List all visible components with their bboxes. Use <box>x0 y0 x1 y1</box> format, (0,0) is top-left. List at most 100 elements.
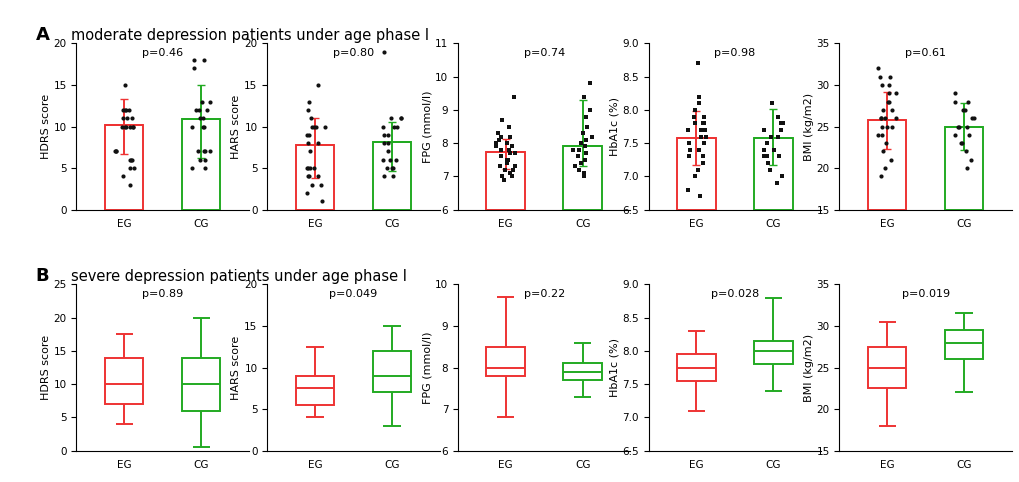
Point <box>577 149 593 157</box>
Point <box>195 123 211 131</box>
Point <box>183 123 200 131</box>
Point <box>506 162 523 170</box>
Text: p=0.049: p=0.049 <box>329 289 377 299</box>
Point <box>501 169 518 177</box>
Point <box>685 113 701 120</box>
Point <box>199 106 215 114</box>
Point <box>576 143 592 150</box>
Point <box>950 122 966 130</box>
Point <box>504 166 521 174</box>
Point <box>956 106 972 114</box>
Point <box>192 114 208 122</box>
Point <box>115 173 131 180</box>
Bar <box>181 358 220 411</box>
Point <box>499 156 516 164</box>
Point <box>774 120 791 127</box>
Point <box>694 159 710 167</box>
Point <box>878 122 895 130</box>
Point <box>574 129 590 137</box>
Point <box>393 114 410 122</box>
Point <box>299 189 315 197</box>
Bar <box>753 341 792 364</box>
Point <box>498 159 515 167</box>
Point <box>107 147 123 155</box>
Point <box>680 126 696 134</box>
Bar <box>944 127 982 210</box>
Y-axis label: HbA1c (%): HbA1c (%) <box>609 97 619 156</box>
Point <box>501 149 518 157</box>
Point <box>487 139 503 147</box>
Bar <box>372 142 411 210</box>
Point <box>304 123 320 131</box>
Point <box>771 126 788 134</box>
Point <box>490 129 506 137</box>
Y-axis label: HbA1c (%): HbA1c (%) <box>609 338 619 397</box>
Point <box>310 173 326 180</box>
Point <box>500 146 517 154</box>
Point <box>106 147 122 155</box>
Point <box>123 114 140 122</box>
Point <box>491 162 507 170</box>
Point <box>306 123 322 131</box>
Bar <box>296 145 334 210</box>
Point <box>696 126 712 134</box>
Point <box>947 98 963 106</box>
Point <box>184 164 201 172</box>
Point <box>196 164 212 172</box>
Text: p=0.46: p=0.46 <box>142 48 183 58</box>
Point <box>376 139 392 147</box>
Point <box>696 113 712 120</box>
Point <box>121 123 138 131</box>
Point <box>302 164 318 172</box>
Point <box>192 106 208 114</box>
Point <box>492 146 508 154</box>
Text: p=0.028: p=0.028 <box>710 289 758 299</box>
Point <box>871 173 888 180</box>
Point <box>376 131 392 139</box>
Point <box>681 146 697 154</box>
Point <box>576 93 592 100</box>
Point <box>303 114 319 122</box>
Bar <box>867 120 906 210</box>
Point <box>570 146 586 154</box>
Point <box>505 93 522 100</box>
Point <box>192 156 208 164</box>
Text: p=0.89: p=0.89 <box>142 289 183 299</box>
Point <box>119 114 136 122</box>
Point <box>965 114 981 122</box>
Point <box>871 73 888 80</box>
Point <box>316 123 332 131</box>
Point <box>687 120 703 127</box>
Point <box>114 106 130 114</box>
Point <box>773 173 790 180</box>
Text: p=0.80: p=0.80 <box>332 48 374 58</box>
Point <box>573 139 589 147</box>
Point <box>124 123 141 131</box>
Point <box>501 133 518 140</box>
Point <box>577 156 593 164</box>
Point <box>121 181 138 188</box>
Point <box>492 153 508 161</box>
Bar <box>296 376 334 405</box>
Point <box>383 114 399 122</box>
Point <box>116 123 132 131</box>
Point <box>755 126 771 134</box>
Bar <box>486 152 525 210</box>
Point <box>583 133 599 140</box>
Point <box>873 131 890 139</box>
Point <box>300 164 316 172</box>
Point <box>761 166 777 174</box>
Point <box>755 153 771 161</box>
Point <box>695 120 711 127</box>
Point <box>887 90 903 97</box>
Point <box>300 139 316 147</box>
Point <box>503 143 520 150</box>
Point <box>185 56 202 64</box>
Point <box>299 106 315 114</box>
Bar <box>105 125 144 210</box>
Point <box>493 133 510 140</box>
Point <box>698 133 714 140</box>
Point <box>117 123 133 131</box>
Point <box>880 98 897 106</box>
Point <box>301 131 317 139</box>
